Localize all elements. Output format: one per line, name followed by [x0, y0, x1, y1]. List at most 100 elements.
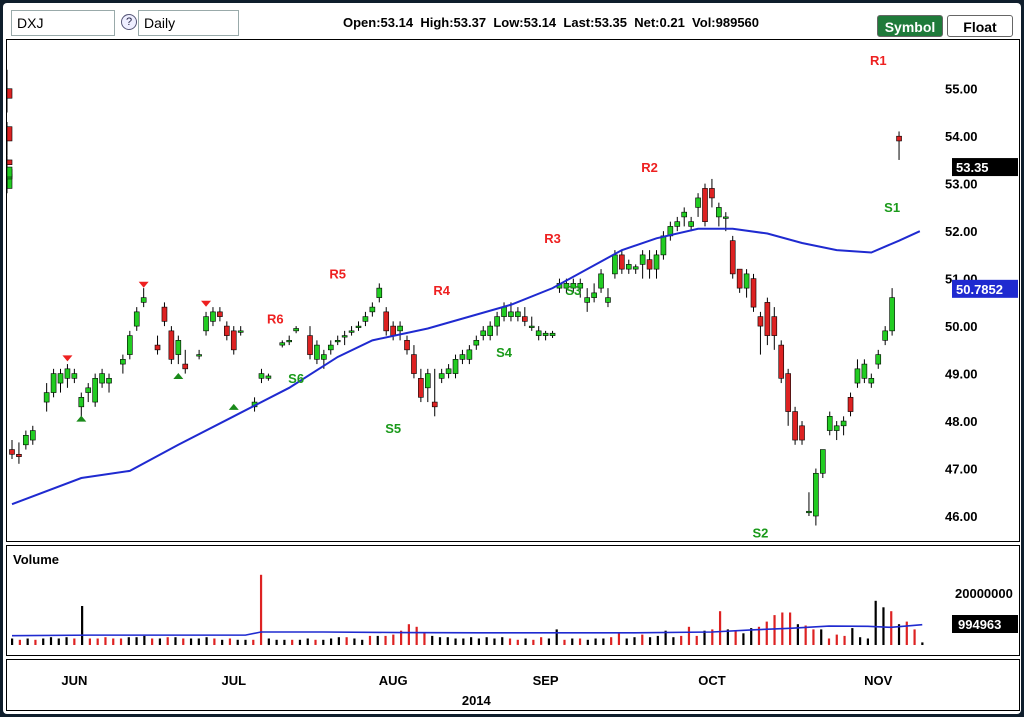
price-chart[interactable]: 46.0047.0048.0049.0050.0051.0052.0053.00…	[6, 40, 1019, 541]
volume-bar	[516, 639, 519, 645]
candle-body	[522, 316, 528, 322]
candle-body	[473, 340, 480, 346]
volume-bar	[306, 638, 309, 645]
candle-body	[681, 211, 688, 218]
annotation-label: S1	[884, 200, 900, 215]
candle	[820, 449, 826, 479]
price-tick-label: 49.00	[945, 367, 978, 382]
candle	[78, 392, 85, 417]
float-button[interactable]: Float	[947, 15, 1013, 37]
candle	[106, 373, 112, 393]
volume-bar	[182, 638, 185, 645]
volume-bar	[470, 637, 473, 645]
volume-bar	[73, 638, 76, 645]
volume-bar	[571, 638, 574, 645]
symbol-field[interactable]: DXJ	[11, 10, 115, 36]
candle-body	[120, 359, 126, 365]
period-field[interactable]: Daily	[138, 10, 239, 36]
date-axis: JUN JUL AUG SEP OCT NOV 2014	[61, 673, 892, 708]
candle	[327, 340, 334, 355]
candle-body	[591, 292, 597, 298]
candle	[785, 368, 791, 426]
candle	[397, 321, 403, 341]
ma-value-box	[952, 279, 1018, 298]
volume-bar	[42, 638, 45, 645]
candle-body	[355, 325, 362, 328]
candle	[528, 316, 535, 331]
candle	[431, 368, 438, 417]
candle	[6, 121, 13, 156]
candle-body	[549, 332, 556, 336]
volume-panel[interactable]: Volume2000000010000000994963	[6, 545, 1020, 656]
down-marker	[201, 300, 212, 307]
volume-bar	[680, 635, 683, 645]
candle	[196, 349, 202, 360]
candle-body	[418, 378, 424, 398]
candle-body	[861, 363, 868, 379]
volume-bar	[578, 638, 582, 645]
candle-body	[743, 273, 750, 289]
candle-body	[584, 297, 590, 303]
price-tick-label: 48.00	[945, 414, 978, 429]
candle	[279, 340, 286, 348]
candle	[522, 307, 528, 327]
volume-bar	[236, 639, 239, 645]
candle	[619, 250, 625, 274]
candle-body	[466, 349, 473, 360]
volume-bar	[392, 634, 395, 645]
month-label: SEP	[533, 673, 559, 688]
volume-bar	[757, 626, 761, 645]
candle-body	[695, 197, 701, 208]
candle	[494, 311, 500, 336]
candle-body	[154, 344, 161, 351]
annotation-label: S3	[565, 283, 581, 298]
candle	[459, 349, 466, 365]
candle	[771, 307, 778, 350]
volume-bar	[151, 638, 154, 645]
price-tick-label: 54.00	[945, 129, 978, 144]
volume-bar	[174, 637, 177, 645]
candle-body	[404, 340, 410, 351]
candle-body	[217, 311, 223, 317]
candle	[813, 468, 819, 526]
candle	[480, 326, 487, 341]
candle-body	[293, 328, 299, 332]
candle-body	[106, 378, 112, 384]
candle-body	[237, 330, 244, 333]
candle	[764, 297, 771, 346]
candle-body	[688, 221, 694, 227]
candle	[861, 359, 868, 384]
volume-bar	[415, 626, 418, 645]
volume-bar	[81, 606, 84, 645]
candle-body	[314, 344, 320, 360]
last-value: Last:53.35	[563, 15, 627, 30]
candle	[889, 288, 895, 336]
candle-body	[799, 425, 805, 441]
candle-body	[78, 397, 85, 408]
net-value: Net:0.21	[634, 15, 685, 30]
volume-chart[interactable]: Volume2000000010000000994963	[7, 546, 1019, 655]
price-panel[interactable]: 46.00 47.00 48.00 49.00 50.00 51.00 52.00 53.00…	[6, 39, 1020, 542]
volume-bar	[602, 638, 605, 645]
candle-body	[438, 373, 445, 379]
volume-bar	[501, 637, 504, 645]
volume-bar	[882, 607, 885, 645]
candle	[411, 345, 417, 379]
candle	[307, 326, 313, 360]
candle	[591, 283, 597, 303]
volume-bar	[446, 637, 449, 645]
candle	[57, 368, 64, 393]
candle	[840, 416, 847, 436]
candle	[854, 359, 861, 388]
high-value: High:53.37	[420, 15, 487, 30]
candle	[99, 368, 105, 388]
candle	[653, 250, 660, 279]
help-icon[interactable]: ?	[121, 14, 137, 30]
symbol-button[interactable]: Symbol	[877, 15, 943, 37]
app-window: DXJ ? Daily Open:53.14 High:53.37 Low:53…	[3, 3, 1021, 714]
candle	[792, 406, 798, 445]
candle-body	[646, 259, 653, 270]
volume-bar	[734, 630, 737, 645]
candle-body	[632, 266, 639, 270]
candle	[286, 335, 293, 346]
